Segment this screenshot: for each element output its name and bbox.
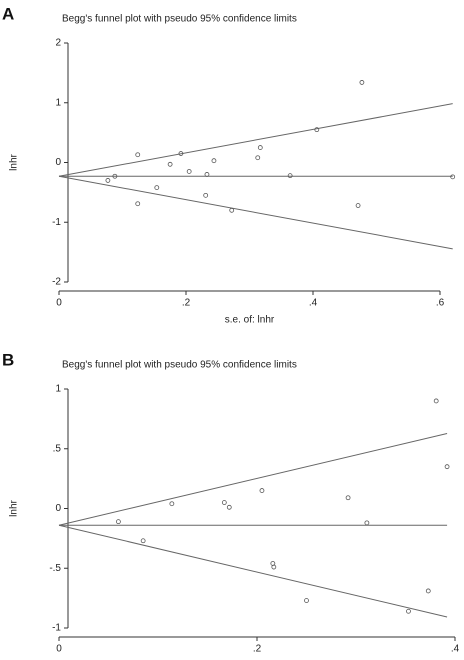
study-point — [345, 495, 351, 501]
study-point — [425, 588, 431, 594]
y-tick-label: 0 — [55, 503, 61, 514]
chart-title: Begg's funnel plot with pseudo 95% confi… — [62, 360, 297, 371]
x-tick-label: .4 — [451, 644, 460, 655]
study-point — [211, 158, 217, 164]
study-point — [359, 80, 365, 85]
study-point — [178, 151, 184, 156]
x-tick-label: .4 — [309, 298, 318, 309]
study-point — [135, 201, 141, 207]
study-point — [271, 564, 277, 570]
y-tick-label: 0 — [55, 157, 61, 168]
funnel-line — [58, 432, 448, 526]
study-point — [255, 155, 261, 161]
y-tick-label: -2 — [52, 277, 61, 288]
x-axis-label: s.e. of: lnhr — [225, 315, 275, 326]
study-point — [314, 127, 320, 133]
study-point — [257, 145, 263, 150]
x-tick-label: 0 — [56, 644, 62, 655]
study-point — [169, 501, 175, 507]
y-tick-label: -1 — [52, 217, 61, 228]
study-point — [135, 152, 141, 158]
study-point — [204, 172, 210, 177]
funnel-line — [58, 175, 453, 250]
study-point — [364, 520, 370, 526]
funnel-line — [58, 524, 448, 618]
panel-label: B — [2, 350, 14, 369]
x-tick-label: .2 — [182, 298, 191, 309]
y-axis-label: lnhr — [9, 153, 20, 170]
y-tick-label: -1 — [52, 623, 61, 634]
study-point — [105, 178, 111, 183]
y-tick-label: .5 — [53, 443, 62, 454]
y-axis-label: lnhr — [9, 499, 20, 516]
study-point — [259, 488, 265, 493]
y-tick-label: 2 — [55, 38, 61, 49]
study-point — [444, 464, 450, 470]
study-point — [450, 174, 456, 180]
study-point — [167, 161, 173, 167]
study-point — [116, 519, 121, 525]
study-point — [287, 173, 293, 179]
study-point — [140, 538, 146, 544]
y-tick-label: -.5 — [49, 563, 61, 574]
study-point — [203, 192, 209, 198]
y-tick-label: 1 — [55, 97, 61, 108]
panel-label: A — [2, 4, 14, 23]
study-point — [406, 608, 411, 614]
funnel-line — [58, 103, 453, 177]
study-point — [433, 398, 439, 404]
study-point — [186, 169, 192, 174]
study-point — [304, 598, 309, 603]
study-point — [221, 500, 227, 505]
y-tick-label: 1 — [55, 384, 61, 395]
study-point — [112, 173, 118, 179]
study-point — [229, 207, 235, 213]
study-point — [154, 185, 160, 190]
chart-title: Begg's funnel plot with pseudo 95% confi… — [62, 14, 297, 25]
x-tick-label: 0 — [56, 298, 62, 309]
x-tick-label: .2 — [253, 644, 262, 655]
x-tick-label: .6 — [436, 298, 445, 309]
study-point — [226, 504, 232, 510]
study-point — [355, 203, 361, 208]
